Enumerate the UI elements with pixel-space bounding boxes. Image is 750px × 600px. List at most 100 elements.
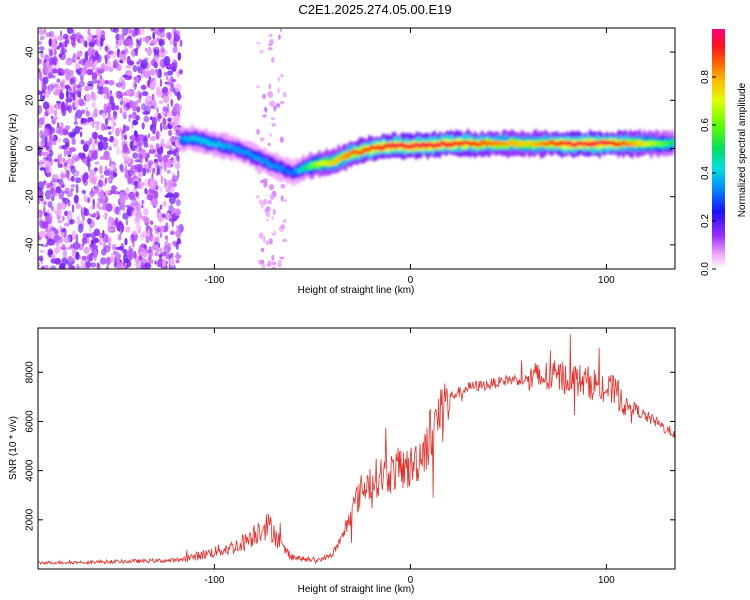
noise-speckle [280, 195, 284, 202]
noise-speckle [43, 127, 50, 137]
noise-speckle [53, 117, 57, 122]
noise-speckle [94, 167, 98, 172]
noise-speckle [80, 139, 85, 145]
noise-speckle [169, 85, 175, 93]
noise-speckle [73, 82, 77, 91]
noise-speckle [50, 115, 54, 119]
noise-speckle [92, 212, 96, 218]
noise-speckle [136, 77, 141, 84]
noise-speckle [74, 177, 82, 184]
noise-speckle [175, 242, 179, 250]
noise-speckle [64, 162, 68, 167]
noise-speckle [118, 34, 122, 40]
noise-speckle [164, 194, 170, 198]
noise-speckle [94, 185, 99, 192]
noise-speckle [166, 140, 171, 148]
noise-speckle [94, 51, 100, 60]
noise-speckle [93, 237, 99, 244]
noise-speckle [115, 33, 121, 41]
noise-speckle [98, 68, 105, 72]
noise-speckle [280, 256, 285, 260]
noise-speckle [104, 190, 111, 194]
noise-speckle [94, 161, 100, 165]
noise-speckle [170, 66, 177, 72]
noise-speckle [107, 228, 115, 232]
noise-speckle [163, 55, 171, 66]
noise-speckle [147, 133, 151, 139]
noise-speckle [61, 232, 65, 237]
noise-speckle [62, 197, 70, 204]
noise-speckle [46, 209, 50, 215]
noise-speckle [270, 100, 276, 107]
noise-speckle [259, 179, 264, 184]
noise-speckle [138, 153, 143, 164]
noise-speckle [61, 243, 66, 250]
noise-speckle [151, 135, 156, 142]
noise-speckle [159, 167, 162, 177]
noise-speckle [165, 212, 171, 220]
noise-speckle [169, 231, 175, 235]
noise-speckle [57, 35, 65, 41]
noise-speckle [100, 123, 105, 131]
noise-speckle [90, 57, 93, 68]
noise-speckle [165, 187, 171, 193]
noise-speckle [280, 73, 284, 78]
noise-speckle [145, 249, 153, 254]
noise-speckle [85, 93, 91, 103]
noise-speckle [120, 163, 124, 173]
noise-speckle [162, 117, 166, 127]
noise-speckle [150, 40, 154, 46]
noise-speckle [126, 38, 134, 46]
noise-speckle [64, 38, 68, 48]
noise-speckle [149, 259, 154, 264]
noise-speckle [43, 28, 47, 35]
noise-speckle [124, 187, 130, 193]
noise-speckle [97, 78, 105, 87]
noise-speckle [99, 38, 104, 47]
noise-speckle [142, 36, 147, 42]
noise-speckle [171, 175, 179, 183]
noise-speckle [62, 190, 68, 194]
noise-speckle [265, 240, 269, 246]
noise-speckle [267, 91, 270, 97]
noise-speckle [150, 105, 155, 109]
noise-speckle [121, 223, 124, 233]
noise-speckle [38, 46, 45, 51]
noise-speckle [58, 71, 63, 76]
noise-speckle [279, 136, 284, 143]
noise-speckle [91, 72, 98, 80]
noise-speckle [75, 233, 79, 244]
noise-speckle [92, 150, 98, 160]
noise-speckle [91, 231, 95, 241]
noise-speckle [282, 238, 287, 243]
noise-speckle [111, 103, 116, 111]
noise-speckle [159, 78, 162, 87]
noise-speckle [145, 47, 147, 52]
noise-speckle [157, 113, 161, 117]
noise-speckle [74, 249, 77, 254]
noise-speckle [125, 226, 131, 233]
noise-speckle [129, 29, 137, 34]
noise-speckle [56, 78, 61, 84]
noise-speckle [108, 146, 112, 151]
noise-speckle [279, 101, 285, 104]
noise-speckle [38, 198, 41, 205]
noise-speckle [175, 229, 182, 238]
noise-speckle [172, 105, 177, 113]
noise-speckle [82, 174, 87, 184]
noise-speckle [158, 28, 165, 33]
noise-speckle [142, 110, 150, 116]
noise-speckle [175, 127, 181, 131]
noise-speckle [51, 131, 55, 140]
noise-speckle [55, 246, 59, 255]
noise-speckle [84, 51, 89, 61]
noise-speckle [107, 216, 114, 225]
noise-speckle [271, 123, 276, 127]
noise-speckle [108, 79, 115, 86]
noise-speckle [125, 64, 132, 69]
colorbar: 0.0 0.2 0.4 0.6 0.8 Normalized spectral ampl… [700, 29, 748, 276]
noise-speckle [267, 142, 271, 147]
noise-speckle [125, 219, 129, 226]
noise-speckle [145, 95, 153, 101]
noise-speckle [143, 142, 149, 148]
